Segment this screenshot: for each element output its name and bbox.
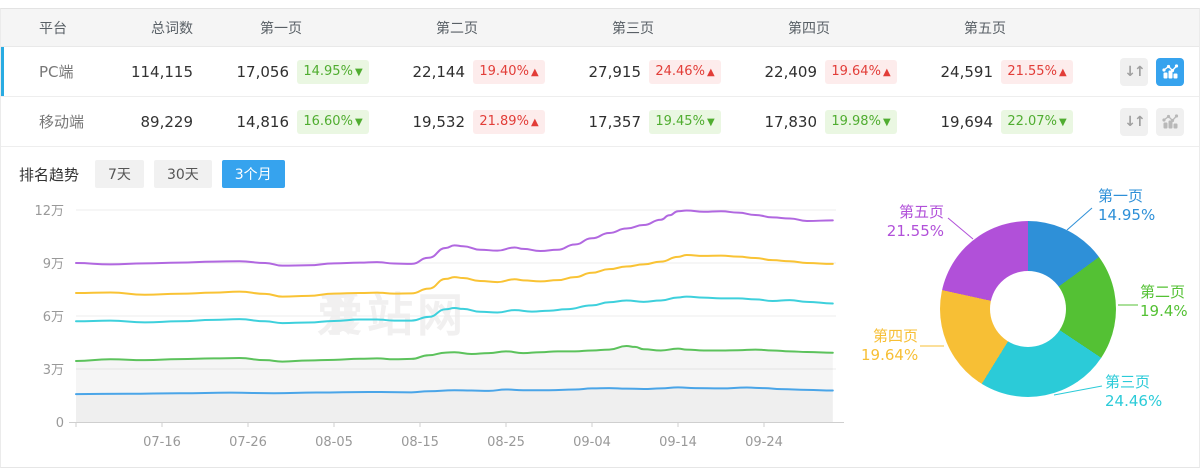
total-words-value: 89,229 — [140, 112, 194, 131]
svg-text:12万: 12万 — [34, 204, 64, 219]
donut-label-page4: 第四页 19.64% — [861, 327, 919, 364]
platform-label: PC端 — [39, 63, 74, 81]
total-words-value: 114,115 — [130, 62, 193, 81]
page5-count: 24,591 — [940, 62, 994, 81]
page5-change-badge: 22.07% ▼ — [1001, 109, 1073, 134]
trend-triangle-icon: ▲ — [882, 66, 891, 78]
svg-text:08-05: 08-05 — [315, 435, 353, 450]
svg-text:09-14: 09-14 — [659, 435, 697, 450]
sort-button[interactable]: ↓↑ — [1120, 107, 1148, 136]
donut-hole — [990, 271, 1066, 347]
page-distribution-donut: 第一页 14.95% 第二页 19.4% 第三页 24.46% 第四页 19.64% 第… — [861, 184, 1200, 424]
trend-triangle-icon: ▼ — [706, 116, 715, 128]
page4-count: 17,830 — [764, 112, 818, 131]
header-page-4: 第四页 — [788, 20, 830, 37]
show-trend-chart-button[interactable] — [1156, 57, 1184, 86]
page4-change-badge: 19.64% ▲ — [825, 59, 897, 84]
svg-text:07-26: 07-26 — [229, 435, 267, 450]
sort-arrows-icon: ↓↑ — [1124, 113, 1146, 130]
page4-count: 22,409 — [764, 62, 818, 81]
tab-3-months[interactable]: 3个月 — [221, 160, 285, 188]
trend-triangle-icon: ▼ — [882, 116, 891, 128]
page5-change-badge: 21.55% ▲ — [1001, 59, 1073, 84]
svg-text:08-15: 08-15 — [401, 435, 439, 450]
donut-label-page1: 第一页 14.95% — [1098, 187, 1156, 224]
tab-30-days[interactable]: 30天 — [153, 160, 212, 188]
header-page-1: 第一页 — [260, 20, 302, 37]
header-total-words: 总词数 — [151, 20, 193, 37]
header-page-3: 第三页 — [612, 20, 654, 37]
trend-section-title: 排名趋势 — [19, 165, 80, 184]
donut-label-page3: 第三页 24.46% — [1105, 373, 1163, 410]
sort-button[interactable]: ↓↑ — [1120, 57, 1148, 86]
donut-label-page2: 第二页 19.4% — [1140, 283, 1188, 320]
aizhan-logo-watermark — [324, 293, 360, 335]
donut-ring[interactable] — [940, 221, 1116, 397]
page1-change-badge: 14.95% ▼ — [297, 59, 369, 84]
svg-text:0: 0 — [56, 416, 64, 431]
trend-triangle-icon: ▲ — [530, 66, 539, 78]
header-platform: 平台 — [39, 20, 67, 37]
trend-triangle-icon: ▲ — [1058, 66, 1067, 78]
trend-triangle-icon: ▼ — [354, 116, 363, 128]
svg-text:07-16: 07-16 — [143, 435, 181, 450]
svg-text:09-24: 09-24 — [745, 435, 783, 450]
table-row-pc[interactable]: PC端 114,115 17,056 14.95% ▼ 22,144 19.40%… — [1, 47, 1199, 97]
trend-triangle-icon: ▼ — [354, 66, 363, 78]
platform-label: 移动端 — [39, 113, 85, 131]
trend-line-chart: 爱站网 0 3万 6万 9万 12万 07-16 07-26 08-05 08-15 08-25 0… — [1, 194, 861, 466]
page3-change-badge: 19.45% ▼ — [649, 109, 721, 134]
trend-triangle-icon: ▼ — [1058, 116, 1067, 128]
page2-change-badge: 19.40% ▲ — [473, 59, 545, 84]
page2-count: 22,144 — [412, 62, 466, 81]
svg-text:08-25: 08-25 — [487, 435, 525, 450]
tab-7-days[interactable]: 7天 — [95, 160, 144, 188]
page1-count: 14,816 — [236, 112, 290, 131]
table-row-mobile[interactable]: 移动端 89,229 14,816 16.60% ▼ 19,532 21.89% ▲… — [1, 97, 1199, 147]
trend-triangle-icon: ▲ — [706, 66, 715, 78]
show-trend-chart-button[interactable] — [1156, 107, 1184, 136]
bar-line-chart-icon — [1162, 113, 1179, 128]
donut-leader-lines — [920, 207, 1138, 396]
watermark-text: 爱站网 — [317, 288, 467, 342]
sort-arrows-icon: ↓↑ — [1124, 63, 1146, 80]
svg-text:6万: 6万 — [43, 310, 64, 325]
page3-change-badge: 24.46% ▲ — [649, 59, 721, 84]
page3-count: 17,357 — [588, 112, 642, 131]
svg-text:3万: 3万 — [43, 363, 64, 378]
page3-count: 27,915 — [588, 62, 642, 81]
page5-count: 19,694 — [940, 112, 994, 131]
trend-triangle-icon: ▲ — [530, 116, 539, 128]
watermark: 爱站网 — [317, 289, 467, 341]
rank-trend-section: 排名趋势 7天 30天 3个月 爱站网 0 3万 6万 9万 12万 07-16 07-26… — [1, 147, 1199, 468]
svg-text:09-04: 09-04 — [573, 435, 611, 450]
page1-count: 17,056 — [236, 62, 290, 81]
bar-line-chart-icon — [1162, 63, 1179, 78]
page2-change-badge: 21.89% ▲ — [473, 109, 545, 134]
page1-change-badge: 16.60% ▼ — [297, 109, 369, 134]
trend-toolbar: 排名趋势 7天 30天 3个月 — [1, 147, 1199, 188]
page4-change-badge: 19.98% ▼ — [825, 109, 897, 134]
keyword-rank-panel: 平台 总词数 第一页 第二页 第三页 第四页 第五页 PC端 114,115 1… — [0, 8, 1200, 468]
page2-count: 19,532 — [412, 112, 466, 131]
header-page-2: 第二页 — [436, 20, 478, 37]
header-page-5: 第五页 — [964, 20, 1006, 37]
svg-text:9万: 9万 — [43, 257, 64, 272]
donut-label-page5: 第五页 21.55% — [886, 203, 944, 240]
rank-table-header: 平台 总词数 第一页 第二页 第三页 第四页 第五页 — [1, 9, 1199, 47]
